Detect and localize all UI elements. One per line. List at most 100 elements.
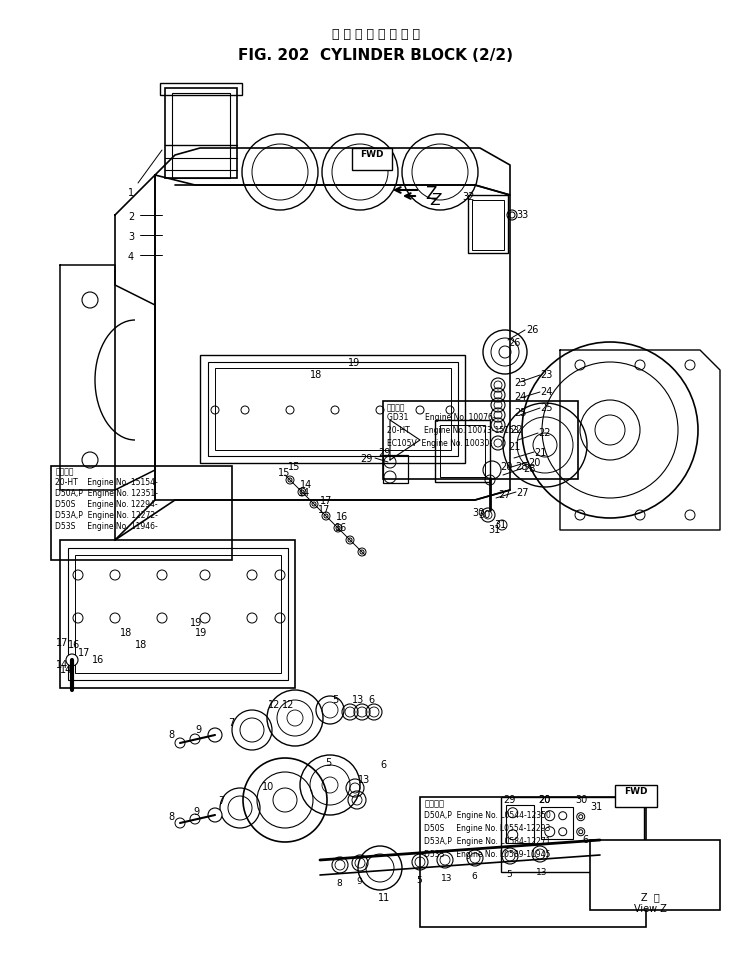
- Text: 21: 21: [534, 448, 547, 458]
- Text: 23: 23: [514, 378, 526, 388]
- Text: GD31       Engine No. 10076-: GD31 Engine No. 10076-: [386, 413, 495, 423]
- Text: 18: 18: [120, 628, 133, 638]
- Text: D53A,P  Engine No. 12272-: D53A,P Engine No. 12272-: [55, 510, 158, 519]
- Text: 28: 28: [515, 462, 527, 472]
- Text: 27: 27: [516, 488, 529, 498]
- Text: View Z: View Z: [633, 904, 666, 914]
- Text: 15: 15: [278, 468, 291, 478]
- Bar: [590, 840, 720, 910]
- Circle shape: [208, 728, 222, 742]
- Text: 13: 13: [358, 775, 370, 785]
- Text: 4: 4: [128, 252, 134, 262]
- Bar: [51, 466, 232, 560]
- Bar: [200, 355, 465, 463]
- Text: 13: 13: [352, 695, 364, 705]
- Text: 14: 14: [56, 660, 69, 670]
- Text: 1: 1: [128, 188, 134, 198]
- Text: 30: 30: [472, 508, 484, 518]
- Text: 5: 5: [506, 870, 512, 879]
- Text: 28: 28: [523, 464, 535, 474]
- Text: 29: 29: [504, 795, 516, 805]
- Text: 12: 12: [282, 700, 294, 710]
- Text: FIG. 202  CYLINDER BLOCK (2/2): FIG. 202 CYLINDER BLOCK (2/2): [239, 48, 514, 63]
- Text: 5: 5: [325, 758, 331, 768]
- Bar: [615, 785, 657, 807]
- Text: 20: 20: [538, 795, 551, 805]
- Bar: [160, 83, 242, 95]
- Text: 30: 30: [576, 795, 588, 805]
- Text: D50A,P  Engine No. 12351-: D50A,P Engine No. 12351-: [55, 489, 158, 498]
- Text: 19: 19: [348, 358, 360, 368]
- Bar: [435, 420, 490, 482]
- Text: 14: 14: [60, 665, 72, 675]
- Text: 29: 29: [378, 448, 390, 458]
- Text: 24: 24: [540, 387, 553, 397]
- Text: 24: 24: [514, 392, 526, 402]
- Text: 18: 18: [310, 370, 322, 380]
- Bar: [60, 540, 295, 688]
- Text: 7: 7: [228, 718, 234, 728]
- Text: 適用年式: 適用年式: [386, 403, 405, 412]
- Text: 32: 32: [462, 192, 474, 202]
- Text: 14: 14: [298, 488, 310, 498]
- Text: 33: 33: [516, 210, 529, 220]
- Text: D50S     Engine No. L0554-12293: D50S Engine No. L0554-12293: [424, 824, 550, 833]
- Text: 23: 23: [540, 370, 553, 380]
- Bar: [75, 555, 281, 673]
- Bar: [420, 797, 646, 927]
- Text: 16: 16: [336, 512, 348, 522]
- Text: 適用年式: 適用年式: [55, 468, 74, 476]
- Bar: [468, 195, 508, 253]
- Text: 16: 16: [92, 655, 104, 665]
- Text: 10: 10: [262, 782, 274, 792]
- Text: 17: 17: [78, 648, 90, 658]
- Text: 15: 15: [288, 462, 300, 472]
- Text: 18: 18: [135, 640, 148, 650]
- Text: 3: 3: [128, 232, 134, 242]
- Text: D53S     Engine No. 11946-: D53S Engine No. 11946-: [55, 521, 158, 531]
- Text: 5: 5: [332, 695, 338, 705]
- Text: 13: 13: [441, 874, 453, 883]
- Text: Z: Z: [425, 185, 437, 203]
- Text: 20: 20: [538, 795, 551, 805]
- Text: Z: Z: [430, 193, 441, 208]
- Circle shape: [208, 808, 222, 822]
- Text: 9: 9: [195, 725, 201, 735]
- Text: 14: 14: [300, 480, 312, 490]
- Text: 13: 13: [536, 868, 547, 877]
- Text: 適用年式: 適用年式: [424, 800, 444, 808]
- Text: 30: 30: [478, 510, 490, 520]
- Bar: [472, 200, 504, 250]
- Text: 20: 20: [528, 458, 541, 468]
- Text: 8: 8: [168, 730, 174, 740]
- Text: 22: 22: [510, 425, 523, 435]
- Text: 6: 6: [471, 872, 477, 881]
- Text: シ リ ン ダ ブ ロ ッ ク: シ リ ン ダ ブ ロ ッ ク: [332, 28, 420, 41]
- Bar: [352, 148, 392, 170]
- Text: 25: 25: [514, 408, 526, 418]
- Text: 29: 29: [360, 454, 373, 464]
- Bar: [172, 93, 230, 178]
- Text: 20-HT      Engine No. 10073-15153: 20-HT Engine No. 10073-15153: [386, 427, 518, 435]
- Bar: [506, 805, 534, 843]
- Text: D50S     Engine No. 12294-: D50S Engine No. 12294-: [55, 500, 158, 508]
- Text: 16: 16: [335, 523, 347, 533]
- Text: 17: 17: [318, 505, 331, 515]
- Bar: [68, 548, 288, 680]
- Text: FWD: FWD: [360, 150, 384, 159]
- Bar: [383, 455, 408, 483]
- Bar: [165, 88, 237, 178]
- Text: 5: 5: [416, 876, 422, 885]
- Text: D50A,P  Engine No. L0544-12350: D50A,P Engine No. L0544-12350: [424, 810, 551, 820]
- Text: 21: 21: [508, 442, 520, 452]
- Text: FWD: FWD: [624, 787, 648, 796]
- Text: 9: 9: [193, 807, 199, 817]
- Text: 17: 17: [56, 638, 69, 648]
- Text: D53S     Engine No. L0589-11945: D53S Engine No. L0589-11945: [424, 849, 550, 859]
- Bar: [501, 797, 644, 872]
- Text: 2: 2: [128, 212, 134, 222]
- Text: 31: 31: [494, 520, 506, 530]
- Text: 20: 20: [500, 462, 512, 472]
- Text: 25: 25: [540, 403, 553, 413]
- Text: 19: 19: [195, 628, 207, 638]
